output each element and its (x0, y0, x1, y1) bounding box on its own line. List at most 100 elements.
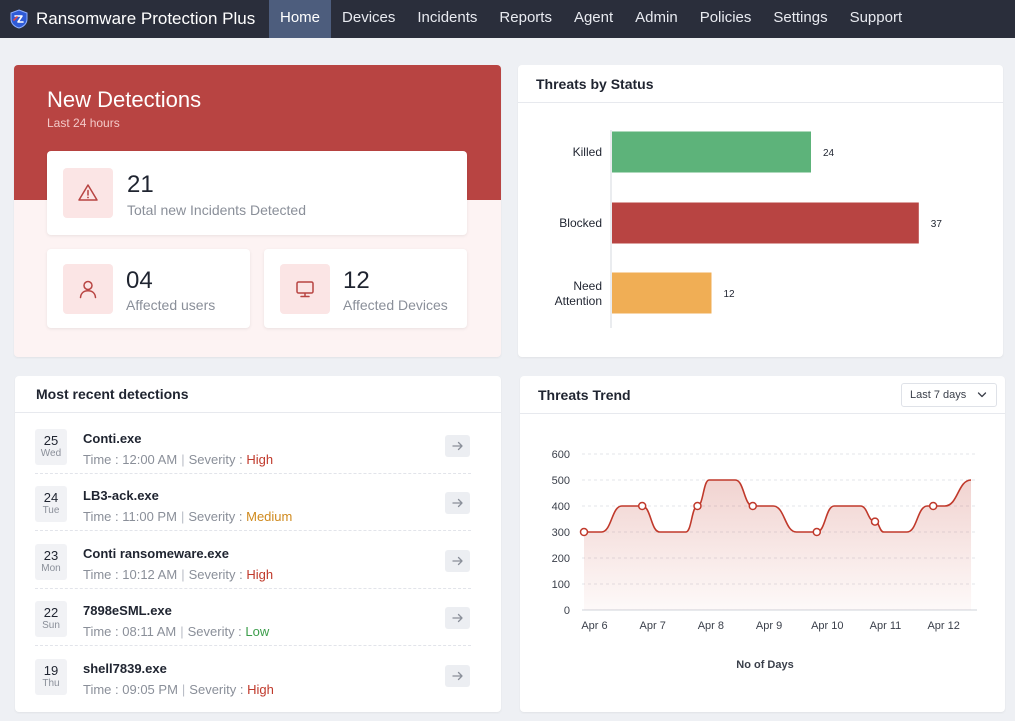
time-prefix: Time : (83, 452, 123, 467)
main-nav: Home Devices Incidents Reports Agent Adm… (269, 0, 913, 38)
affected-users-stat[interactable]: 04 Affected users (47, 249, 250, 328)
arrow-right-icon (451, 556, 463, 566)
detection-time: 08:11 AM (122, 624, 177, 639)
y-tick-label: 400 (552, 501, 570, 513)
time-prefix: Time : (83, 624, 123, 639)
date-weekday: Mon (41, 563, 61, 574)
trend-point (637, 501, 647, 511)
affected-devices-value: 12 (343, 267, 370, 294)
row-separator (35, 473, 471, 474)
x-tick-label: Apr 12 (927, 620, 959, 632)
date-day: 24 (43, 490, 59, 505)
trend-point (693, 501, 702, 511)
threats-by-status-card: Threats by Status 24 Killed 37 Blocked 12 Nee… (518, 65, 1003, 357)
date-badge: 24 Tue (35, 486, 67, 522)
open-detection-button[interactable] (445, 607, 470, 629)
threats-by-status-chart: 24 Killed 37 Blocked 12 Need Attention (555, 130, 943, 328)
severity-value: High (247, 682, 274, 697)
new-detections-card: New Detections Last 24 hours 21 Total ne… (14, 65, 501, 357)
y-tick-label: 0 (564, 605, 570, 617)
threats-by-status-title: Threats by Status (536, 76, 654, 92)
chevron-down-icon (977, 392, 987, 398)
affected-users-value: 04 (126, 267, 153, 294)
total-incidents-stat[interactable]: 21 Total new Incidents Detected (47, 151, 467, 235)
trend-point (748, 501, 758, 511)
y-tick-label: 200 (552, 553, 570, 565)
severity-value: Medium (246, 509, 293, 524)
bar-killed (612, 131, 811, 173)
x-tick-label: Apr 9 (756, 620, 782, 632)
detection-row[interactable]: 25 Wed Conti.exe Time : 12:00 AM | Severit… (15, 417, 501, 474)
y-tick-label: 300 (552, 527, 570, 539)
severity-prefix: Severity : (187, 624, 246, 639)
detection-row[interactable]: 23 Mon Conti ransomeware.exe Time : 10:1… (15, 532, 501, 589)
arrow-right-icon (451, 441, 463, 451)
y-tick-label: 600 (552, 449, 570, 461)
card-divider (518, 102, 1003, 103)
detection-name: Conti ransomeware.exe (83, 546, 229, 561)
bar-value-label: 24 (823, 148, 835, 159)
x-tick-label: Apr 7 (640, 620, 666, 632)
trend-line (584, 479, 972, 533)
bar-blocked (612, 202, 919, 244)
severity-prefix: Severity : (188, 509, 247, 524)
nav-devices[interactable]: Devices (342, 9, 396, 26)
nav-home[interactable]: Home (269, 0, 332, 38)
detection-time: 10:12 AM (122, 567, 178, 582)
date-day: 22 (43, 605, 59, 620)
arrow-right-icon (451, 498, 463, 508)
shield-logo-icon (10, 9, 28, 29)
category-label: Blocked (559, 216, 602, 230)
date-day: 25 (43, 433, 59, 448)
nav-admin[interactable]: Admin (635, 9, 678, 26)
detection-name: shell7839.exe (83, 661, 167, 676)
y-tick-label: 100 (552, 579, 570, 591)
date-badge: 23 Mon (35, 544, 67, 580)
nav-agent[interactable]: Agent (573, 9, 614, 26)
category-label: Need Attention (555, 279, 602, 308)
date-range-select[interactable]: Last 7 days (901, 383, 997, 407)
open-detection-button[interactable] (445, 435, 470, 457)
new-detections-subtitle: Last 24 hours (47, 116, 120, 130)
x-tick-label: Apr 10 (811, 620, 843, 632)
date-range-value: Last 7 days (910, 389, 967, 401)
y-tick-label: 500 (552, 475, 570, 487)
open-detection-button[interactable] (445, 550, 470, 572)
card-divider (15, 412, 501, 413)
trend-point (928, 501, 938, 511)
detection-row[interactable]: 19 Thu shell7839.exe Time : 09:05 PM | Sev… (15, 647, 501, 704)
bar-value-label: 37 (931, 219, 943, 230)
detection-name: 7898eSML.exe (83, 603, 172, 618)
trend-point (870, 517, 880, 526)
threats-trend-chart: 0 100 200 300 400 500 600 Apr 6 Apr 7 Apr 8 Apr 9 A… (552, 449, 977, 671)
severity-prefix: Severity : (189, 682, 248, 697)
brand[interactable]: Ransomware Protection Plus (8, 0, 255, 38)
nav-incidents[interactable]: Incidents (417, 9, 478, 26)
row-separator (35, 530, 471, 531)
time-prefix: Time : (83, 509, 123, 524)
nav-support[interactable]: Support (849, 9, 903, 26)
affected-devices-stat[interactable]: 12 Affected Devices (264, 249, 467, 328)
detection-row[interactable]: 22 Sun 7898eSML.exe Time : 08:11 AM | Seve… (15, 589, 501, 646)
severity-value: High (246, 567, 274, 582)
nav-policies[interactable]: Policies (699, 9, 752, 26)
total-incidents-label: Total new Incidents Detected (127, 202, 306, 218)
user-icon (63, 264, 113, 314)
nav-settings[interactable]: Settings (773, 9, 828, 26)
detection-meta: Time : 10:12 AM | Severity : High (83, 567, 274, 582)
severity-prefix: Severity : (188, 567, 247, 582)
category-label: Killed (573, 145, 602, 159)
severity-value: High (246, 452, 274, 467)
x-tick-label: Apr 6 (581, 620, 607, 632)
affected-users-label: Affected users (126, 297, 216, 313)
nav-reports[interactable]: Reports (499, 9, 552, 26)
detection-row[interactable]: 24 Tue LB3-ack.exe Time : 11:00 PM | Sever… (15, 474, 501, 531)
date-day: 23 (43, 548, 59, 563)
card-divider (520, 413, 1005, 414)
open-detection-button[interactable] (445, 492, 470, 514)
bar-need-attention (612, 272, 712, 314)
open-detection-button[interactable] (445, 665, 470, 687)
bar-value-label: 12 (724, 289, 736, 300)
warning-icon (63, 168, 113, 218)
date-badge: 25 Wed (35, 429, 67, 465)
